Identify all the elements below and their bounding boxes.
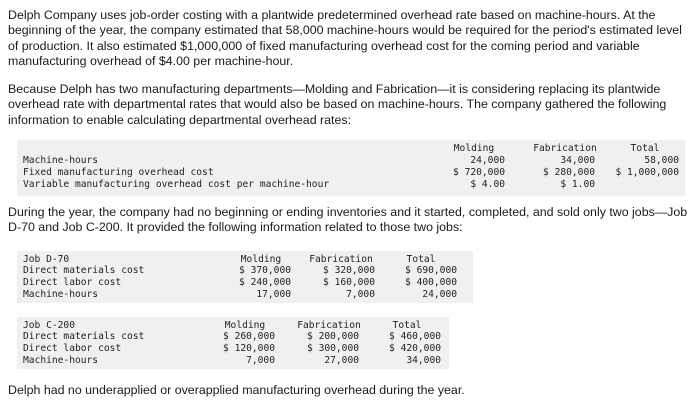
- cell-molding: 17,000: [256, 289, 291, 300]
- departments-paragraph: Because Delph has two manufacturing depa…: [8, 82, 667, 127]
- header-fabrication: Fabrication: [309, 254, 373, 265]
- jobs-paragraph: During the year, the company had no begi…: [8, 205, 688, 235]
- cell-molding: $ 720,000: [453, 167, 505, 178]
- cell-fabrication: 27,000: [324, 355, 359, 366]
- row-label: Direct materials cost: [23, 265, 145, 276]
- row-label: Direct materials cost: [23, 331, 145, 342]
- header-fabrication: Fabrication: [297, 320, 361, 331]
- row-label: Machine-hours: [23, 155, 99, 166]
- intro-paragraph: Delph Company uses job-order costing wit…: [8, 8, 682, 69]
- closing-paragraph: Delph had no underapplied or overapplied…: [8, 383, 465, 397]
- cell-total: $ 1,000,000: [615, 167, 679, 178]
- job-title: Job C-200: [23, 320, 75, 331]
- cell-molding: $ 370,000: [239, 265, 291, 276]
- cell-molding: 7,000: [246, 355, 275, 366]
- job-title: Job D-70: [23, 254, 70, 265]
- cell-fabrication: 7,000: [346, 289, 375, 300]
- row-label: Machine-hours: [23, 289, 99, 300]
- header-molding: Molding: [240, 254, 282, 265]
- header-molding: Molding: [453, 143, 495, 154]
- row-label: Variable manufacturing overhead cost per…: [23, 179, 330, 190]
- cell-total: 58,000: [644, 155, 679, 166]
- cell-fabrication: $ 1.00: [560, 179, 595, 190]
- cell-total: $ 690,000: [405, 265, 457, 276]
- cell-total: $ 460,000: [389, 331, 441, 342]
- row-label: Direct labor cost: [23, 343, 122, 354]
- cell-total: 24,000: [422, 289, 457, 300]
- row-label: Direct labor cost: [23, 277, 122, 288]
- cell-molding: $ 240,000: [239, 277, 291, 288]
- cell-fabrication: $ 280,000: [543, 167, 595, 178]
- header-total: Total: [392, 320, 422, 331]
- cell-fabrication: 34,000: [560, 155, 595, 166]
- cell-molding: $ 120,000: [223, 343, 275, 354]
- cell-total: 34,000: [406, 355, 441, 366]
- cell-total: $ 420,000: [389, 343, 441, 354]
- job-c200-table: Job C-200 Molding Fabrication Total Dire…: [17, 317, 449, 369]
- header-molding: Molding: [224, 320, 266, 331]
- cell-fabrication: $ 320,000: [323, 265, 375, 276]
- header-total: Total: [406, 254, 436, 265]
- department-overhead-table: Molding Fabrication Total Machine-hours …: [17, 140, 685, 196]
- cell-molding: 24,000: [470, 155, 505, 166]
- job-d70-table: Job D-70 Molding Fabrication Total Direc…: [17, 251, 473, 303]
- cell-total: $ 400,000: [405, 277, 457, 288]
- cell-molding: $ 260,000: [223, 331, 275, 342]
- header-fabrication: Fabrication: [533, 143, 597, 154]
- cell-fabrication: $ 200,000: [307, 331, 359, 342]
- cell-fabrication: $ 300,000: [307, 343, 359, 354]
- header-total: Total: [630, 143, 660, 154]
- row-label: Machine-hours: [23, 355, 99, 366]
- cell-molding: $ 4.00: [470, 179, 505, 190]
- cell-fabrication: $ 160,000: [323, 277, 375, 288]
- row-label: Fixed manufacturing overhead cost: [23, 167, 214, 178]
